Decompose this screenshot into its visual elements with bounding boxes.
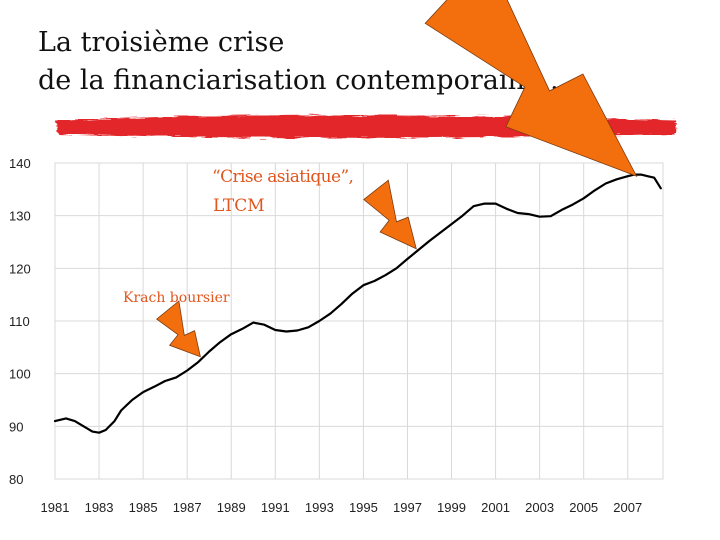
bolt-layer: [156, 0, 638, 358]
axis-layer: 140 130 120 110 100 90 80 1981 1983 1985 1987 1989 1…: [9, 156, 642, 515]
x-tick-label: 1989: [217, 500, 246, 515]
x-tick-label: 1997: [393, 500, 422, 515]
line-layer: [53, 173, 662, 434]
y-tick-label: 130: [9, 209, 31, 224]
y-tick-label: 80: [9, 472, 23, 487]
grid-layer: [54, 162, 664, 480]
title-line-1: La troisième crise: [38, 27, 285, 58]
x-tick-label: 2003: [525, 500, 554, 515]
x-tick-label: 1999: [437, 500, 466, 515]
slide-title: La troisième crise de la financiarisatio…: [38, 24, 678, 100]
lightning-bolt-large: [424, 0, 638, 177]
x-tick-label: 1987: [173, 500, 202, 515]
x-tick-label: 2001: [481, 500, 510, 515]
lightning-bolt-asia: [363, 179, 417, 250]
y-tick-label: 140: [9, 156, 31, 171]
y-tick-label: 100: [9, 367, 31, 382]
lightning-bolt-krach: [156, 300, 201, 358]
annotation-ltcm: LTCM: [213, 196, 265, 216]
x-tick-label: 2005: [569, 500, 598, 515]
x-tick-label: 1983: [85, 500, 114, 515]
x-tick-label: 1985: [129, 500, 158, 515]
x-tick-label: 1993: [305, 500, 334, 515]
annotation-crise-asiatique: “Crise asiatique”,: [212, 167, 353, 187]
title-line-2: de la financiarisation contemporaine…: [38, 65, 568, 96]
x-tick-label: 1995: [349, 500, 378, 515]
x-tick-label: 1991: [261, 500, 290, 515]
y-tick-label: 120: [9, 261, 31, 276]
x-tick-label: 2007: [613, 500, 642, 515]
y-tick-label: 90: [9, 419, 23, 434]
annotation-layer: Krach boursier “Crise asiatique”, LTCM: [123, 167, 354, 306]
x-tick-label: 1981: [41, 500, 70, 515]
y-tick-label: 110: [9, 314, 30, 329]
annotation-krach-boursier: Krach boursier: [123, 290, 230, 306]
series-line: [53, 173, 662, 434]
